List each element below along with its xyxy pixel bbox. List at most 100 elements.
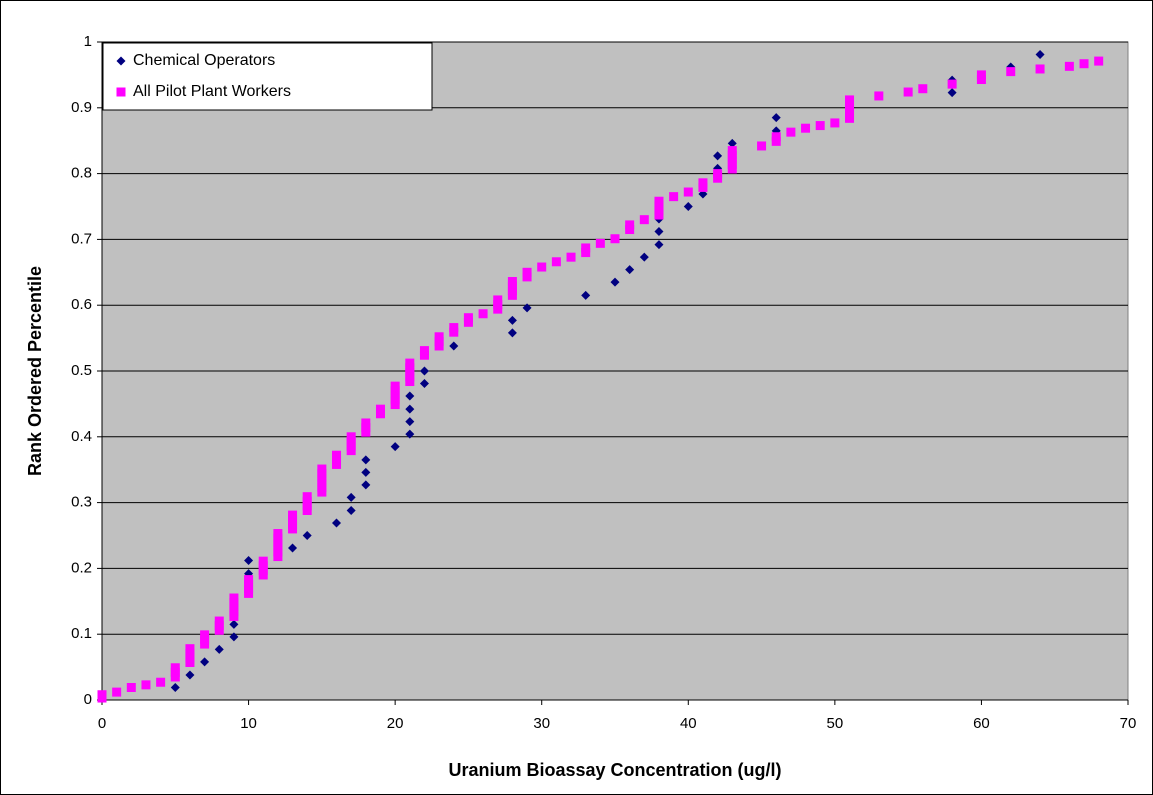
point bbox=[845, 109, 855, 119]
point bbox=[405, 367, 415, 377]
x-tick-label: 60 bbox=[973, 715, 990, 732]
point bbox=[449, 323, 459, 333]
point bbox=[566, 252, 576, 262]
x-tick-label: 0 bbox=[98, 715, 106, 732]
y-tick-label: 0.7 bbox=[71, 230, 92, 247]
point bbox=[405, 417, 415, 427]
point bbox=[874, 91, 884, 101]
point bbox=[126, 682, 136, 692]
point bbox=[302, 492, 312, 502]
point bbox=[507, 290, 517, 300]
point bbox=[1079, 59, 1089, 69]
point bbox=[947, 88, 957, 98]
point bbox=[273, 533, 283, 543]
point bbox=[258, 570, 268, 580]
point bbox=[361, 455, 371, 465]
y-tick-label: 1 bbox=[84, 33, 92, 50]
y-tick-label: 0.3 bbox=[71, 494, 92, 511]
point bbox=[595, 238, 605, 248]
point bbox=[390, 381, 400, 391]
point bbox=[405, 363, 415, 373]
x-tick-label: 20 bbox=[387, 715, 404, 732]
point bbox=[258, 561, 268, 571]
point bbox=[332, 450, 342, 460]
point bbox=[273, 538, 283, 548]
point bbox=[273, 547, 283, 557]
y-tick-label: 0 bbox=[84, 691, 92, 708]
point bbox=[214, 644, 224, 654]
point bbox=[507, 315, 517, 325]
point bbox=[390, 390, 400, 400]
point bbox=[727, 155, 737, 165]
point bbox=[317, 469, 327, 479]
point bbox=[405, 391, 415, 401]
point bbox=[625, 225, 635, 235]
point bbox=[214, 621, 224, 631]
point bbox=[405, 429, 415, 439]
point bbox=[419, 346, 429, 356]
point bbox=[185, 648, 195, 658]
point bbox=[273, 552, 283, 562]
point bbox=[229, 602, 239, 612]
y-tick-label: 0.4 bbox=[71, 428, 92, 445]
point bbox=[654, 205, 664, 215]
point bbox=[390, 395, 400, 405]
point bbox=[771, 136, 781, 146]
point bbox=[419, 379, 429, 389]
point bbox=[200, 630, 210, 640]
point bbox=[288, 515, 298, 525]
point bbox=[845, 104, 855, 114]
point bbox=[463, 317, 473, 327]
point bbox=[361, 480, 371, 490]
point bbox=[639, 252, 649, 262]
point bbox=[229, 619, 239, 629]
point bbox=[976, 75, 986, 85]
point bbox=[375, 409, 385, 419]
point bbox=[1006, 67, 1016, 77]
point bbox=[581, 248, 591, 258]
point bbox=[141, 680, 151, 690]
point bbox=[317, 464, 327, 474]
point bbox=[845, 100, 855, 110]
y-tick-label: 0.9 bbox=[71, 99, 92, 116]
point bbox=[405, 358, 415, 368]
point bbox=[449, 341, 459, 351]
point bbox=[434, 332, 444, 342]
point bbox=[346, 432, 356, 442]
point bbox=[390, 400, 400, 410]
x-tick-label: 70 bbox=[1120, 715, 1137, 732]
point bbox=[112, 687, 122, 697]
point bbox=[815, 121, 825, 131]
point bbox=[229, 598, 239, 608]
point bbox=[170, 682, 180, 692]
point bbox=[214, 616, 224, 626]
point bbox=[639, 215, 649, 225]
point bbox=[698, 182, 708, 192]
point bbox=[727, 150, 737, 160]
y-tick-label: 0.5 bbox=[71, 362, 92, 379]
point bbox=[185, 670, 195, 680]
point bbox=[713, 151, 723, 161]
point bbox=[332, 459, 342, 469]
point bbox=[288, 543, 298, 553]
point bbox=[507, 277, 517, 287]
point bbox=[229, 593, 239, 603]
point bbox=[507, 286, 517, 296]
point bbox=[625, 220, 635, 230]
point bbox=[698, 178, 708, 188]
point bbox=[654, 201, 664, 211]
point bbox=[170, 667, 180, 677]
point bbox=[229, 632, 239, 642]
point bbox=[551, 257, 561, 267]
point bbox=[361, 418, 371, 428]
point bbox=[1035, 50, 1045, 60]
point bbox=[801, 123, 811, 133]
legend-marker bbox=[116, 56, 126, 66]
point bbox=[390, 386, 400, 396]
point bbox=[244, 556, 254, 566]
point bbox=[317, 478, 327, 488]
point bbox=[229, 607, 239, 617]
point bbox=[581, 243, 591, 253]
point bbox=[507, 281, 517, 291]
